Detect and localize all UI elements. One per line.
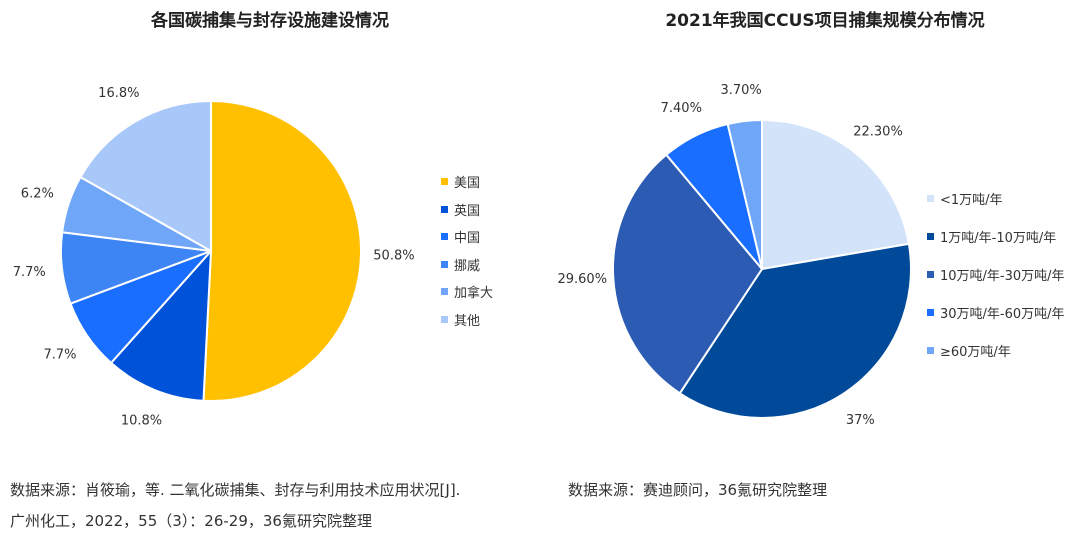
right-legend-swatch-4 — [927, 346, 934, 354]
right-data-label-3: 7.40% — [661, 101, 702, 116]
legend-right: <1万吨/年 1万吨/年-10万吨/年 10万吨/年-30万吨/年 30万吨/年-60… — [927, 179, 1065, 369]
left-legend-swatch-1 — [441, 205, 448, 213]
left-data-label-3: 7.7% — [13, 265, 46, 280]
right-slice-4 — [726, 118, 763, 270]
chart-title-right: 2021年我国CCUS项目捕集规模分布情况 — [665, 11, 985, 31]
right-legend-swatch-3 — [927, 308, 934, 316]
left-legend-swatch-3 — [441, 260, 448, 268]
left-legend-label-0: 美国 — [454, 176, 481, 192]
right-legend-label-4: ≥60万吨/年 — [940, 344, 1011, 360]
left-legend-label-3: 挪威 — [454, 258, 481, 274]
left-slice-1 — [109, 248, 213, 402]
left-legend-swatch-0 — [441, 178, 448, 186]
right-slice-3 — [664, 122, 763, 270]
pie-chart-left: 50.8% 10.8% 7.7% 7.7% 6.2% 16.8% — [13, 86, 415, 428]
source-note-left: 数据来源：肖筱瑜，等. 二氧化碳捕集、封存与利用技术应用状况[J]. 广州化工，… — [10, 475, 460, 537]
right-legend-item-2: 10万吨/年-30万吨/年 — [927, 255, 1065, 293]
right-slice-0 — [761, 118, 911, 271]
chart-title-left: 各国碳捕集与封存设施建设情况 — [151, 11, 389, 31]
right-legend-swatch-2 — [927, 270, 934, 278]
right-legend-item-1: 1万吨/年-10万吨/年 — [927, 217, 1065, 255]
right-legend-item-4: ≥60万吨/年 — [927, 331, 1065, 369]
right-data-label-0: 22.30% — [853, 124, 903, 139]
right-data-label-2: 29.60% — [557, 272, 607, 287]
legend-left: 美国英国中国挪威加拿大其他 — [441, 168, 493, 333]
left-legend-item-4: 加拿大 — [441, 278, 493, 306]
left-legend-swatch-2 — [441, 233, 448, 241]
left-data-label-1: 10.8% — [121, 413, 162, 428]
left-legend-item-1: 英国 — [441, 196, 493, 224]
left-slice-5 — [79, 99, 212, 253]
left-legend-label-1: 英国 — [454, 203, 481, 219]
left-legend-item-3: 挪威 — [441, 251, 493, 279]
left-legend-swatch-5 — [441, 315, 448, 323]
left-legend-label-5: 其他 — [454, 313, 481, 329]
right-legend-label-0: <1万吨/年 — [940, 192, 1003, 208]
right-slice-1 — [678, 242, 912, 419]
left-data-label-4: 6.2% — [21, 186, 54, 201]
source-note-right: 数据来源：赛迪顾问，36氪研究院整理 — [568, 481, 828, 499]
left-data-label-2: 7.7% — [43, 347, 76, 362]
left-slice-0 — [202, 99, 362, 402]
left-legend-swatch-4 — [441, 288, 448, 296]
left-data-label-0: 50.8% — [373, 249, 414, 264]
left-legend-item-0: 美国 — [441, 168, 493, 196]
left-legend-label-2: 中国 — [454, 231, 481, 247]
right-legend-label-2: 10万吨/年-30万吨/年 — [940, 268, 1065, 284]
source-note-left-line2: 广州化工，2022，55（3）：26-29，36氪研究院整理 — [10, 512, 372, 530]
left-legend-label-4: 加拿大 — [454, 286, 494, 302]
right-slice-2 — [612, 153, 764, 395]
right-legend-swatch-1 — [927, 232, 934, 240]
left-legend-item-5: 其他 — [441, 306, 493, 334]
right-data-label-1: 37% — [846, 413, 875, 428]
right-legend-label-1: 1万吨/年-10万吨/年 — [940, 230, 1057, 246]
right-legend-item-0: <1万吨/年 — [927, 179, 1065, 217]
source-note-left-line1: 数据来源：肖筱瑜，等. 二氧化碳捕集、封存与利用技术应用状况[J]. — [10, 481, 461, 499]
left-legend-item-2: 中国 — [441, 223, 493, 251]
right-legend-item-3: 30万吨/年-60万吨/年 — [927, 293, 1065, 331]
right-legend-label-3: 30万吨/年-60万吨/年 — [940, 306, 1065, 322]
left-data-label-5: 16.8% — [98, 86, 139, 101]
right-legend-swatch-0 — [927, 194, 934, 202]
right-data-label-4: 3.70% — [720, 83, 761, 98]
